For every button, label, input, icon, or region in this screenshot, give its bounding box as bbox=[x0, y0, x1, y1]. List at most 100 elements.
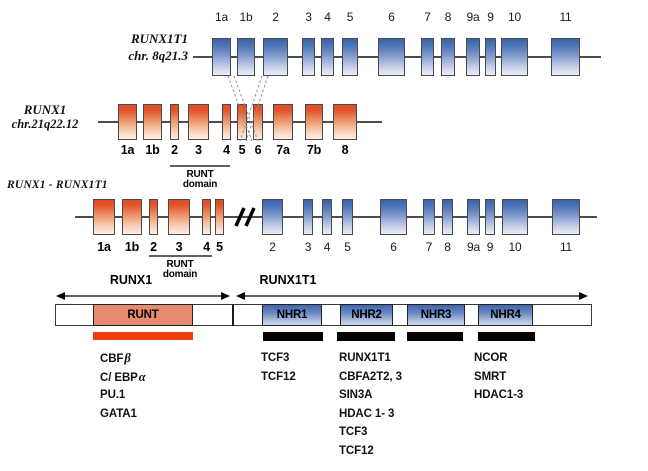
exon-box-fusion-1b bbox=[122, 199, 142, 235]
exon-label-runx1-4: 4 bbox=[223, 143, 230, 157]
partner-protein-label-3-2: HDAC1-3 bbox=[474, 389, 524, 402]
exon-box-runx1t1-7 bbox=[421, 38, 434, 76]
exon-label-runx1-2: 2 bbox=[171, 143, 178, 157]
exon-box-runx1t1-1a bbox=[212, 38, 231, 76]
runt-domain-label2-fusion: domain bbox=[162, 269, 198, 280]
exon-label-fusion-3: 3 bbox=[175, 240, 183, 254]
exon-box-runx1t1-11 bbox=[551, 38, 580, 76]
exon-box-runx1t1-10 bbox=[501, 38, 528, 76]
exon-box-fusion-1a bbox=[93, 199, 115, 235]
exon-box-fusion-4 bbox=[202, 199, 211, 235]
exon-label-fusion-2: 2 bbox=[269, 240, 276, 254]
domain-underbar-0 bbox=[93, 332, 193, 340]
exon-box-fusion-4 bbox=[322, 199, 332, 235]
exon-box-runx1-7a bbox=[273, 104, 293, 140]
exon-label-runx1t1-3: 3 bbox=[305, 10, 312, 24]
exon-label-fusion-4: 4 bbox=[323, 240, 331, 254]
exon-label-fusion-10: 10 bbox=[508, 240, 522, 254]
partner-protein-label-0-1: C/ EBPα bbox=[100, 369, 146, 384]
span-arrow-head-right-1 bbox=[579, 292, 588, 300]
exon-label-runx1t1-8: 8 bbox=[444, 10, 452, 24]
exon-box-runx1-1a bbox=[118, 104, 137, 140]
exon-box-runx1t1-8 bbox=[441, 38, 455, 76]
exon-box-fusion-5 bbox=[342, 199, 353, 235]
exon-label-runx1-7a: 7a bbox=[276, 143, 290, 157]
partner-protein-label-1-1: TCF12 bbox=[261, 370, 296, 383]
greek-letter: β bbox=[124, 351, 131, 365]
exon-box-runx1-8 bbox=[333, 104, 357, 140]
exon-label-fusion-3: 3 bbox=[304, 240, 312, 254]
exon-box-runx1t1-3 bbox=[302, 38, 315, 76]
gene-runx1t1-name-label: RUNX1T1 bbox=[130, 31, 188, 46]
protein-domain-nhr2: NHR2 bbox=[340, 304, 393, 326]
exon-box-runx1-1b bbox=[143, 104, 162, 140]
protein-domain-nhr3: NHR3 bbox=[407, 304, 465, 326]
exon-box-fusion-11 bbox=[552, 199, 580, 235]
exon-box-runx1-4 bbox=[222, 104, 231, 140]
exon-label-fusion-6: 6 bbox=[390, 240, 397, 254]
exon-label-runx1-1a: 1a bbox=[120, 143, 135, 157]
exon-box-runx1-6 bbox=[253, 104, 263, 140]
exon-label-fusion-2: 2 bbox=[150, 240, 157, 254]
exon-box-runx1t1-4 bbox=[321, 38, 334, 76]
exon-label-runx1-6: 6 bbox=[254, 143, 262, 157]
partner-protein-label-3-0: NCOR bbox=[474, 352, 508, 364]
exon-label-fusion-4: 4 bbox=[203, 240, 210, 254]
fusion-gene-name-label: RUNX1 - RUNX1T1 bbox=[7, 179, 108, 191]
protein-domain-nhr4: NHR4 bbox=[478, 304, 533, 326]
protein-domain-runt: RUNT bbox=[93, 304, 193, 326]
exon-label-fusion-1a: 1a bbox=[97, 240, 111, 254]
gene-runx1-name-label: RUNX1 bbox=[23, 102, 67, 117]
partner-protein-label-2-4: TCF3 bbox=[339, 426, 368, 439]
exon-label-runx1-5: 5 bbox=[238, 143, 246, 157]
exon-box-fusion-3 bbox=[168, 199, 190, 235]
exon-box-fusion-10 bbox=[502, 199, 528, 235]
protein-region-runx1-label: RUNX1 bbox=[109, 273, 153, 287]
exon-label-fusion-5: 5 bbox=[344, 240, 351, 254]
partner-protein-label-0-0: CBFβ bbox=[100, 351, 131, 366]
partner-protein-label-2-5: TCF12 bbox=[339, 445, 374, 457]
domain-underbar-4 bbox=[478, 332, 535, 341]
exon-box-runx1t1-6 bbox=[378, 38, 405, 76]
runt-domain-label-runx1: RUNT bbox=[186, 169, 214, 180]
exon-box-fusion-9 bbox=[485, 199, 495, 235]
exon-box-runx1-5 bbox=[237, 104, 247, 140]
exon-label-runx1t1-9a: 9a bbox=[466, 10, 480, 24]
exon-label-runx1t1-7: 7 bbox=[424, 10, 431, 24]
exon-box-fusion-3 bbox=[303, 199, 313, 235]
span-arrow-head-left-1 bbox=[236, 292, 245, 300]
exon-label-runx1t1-4: 4 bbox=[324, 10, 331, 24]
domain-underbar-1 bbox=[263, 332, 323, 341]
exon-label-runx1-1b: 1b bbox=[145, 143, 160, 157]
exon-label-fusion-1b: 1b bbox=[124, 240, 140, 254]
exon-label-runx1t1-1a: 1a bbox=[215, 10, 228, 24]
exon-box-fusion-9a bbox=[467, 199, 480, 235]
exon-label-runx1t1-5: 5 bbox=[346, 10, 354, 24]
gene-runx1t1-locus-label: chr. 8q21.3 bbox=[128, 48, 188, 63]
exon-label-runx1t1-10: 10 bbox=[508, 10, 521, 24]
domain-underbar-3 bbox=[407, 332, 463, 341]
partner-protein-label-1-0: TCF3 bbox=[261, 352, 290, 364]
protein-junction-divider bbox=[232, 304, 234, 326]
exon-label-runx1-8: 8 bbox=[341, 143, 349, 157]
exon-label-fusion-9: 9 bbox=[486, 240, 494, 254]
exon-label-runx1t1-11: 11 bbox=[559, 10, 572, 24]
gene-runx1-locus-label: chr.21q22.12 bbox=[11, 117, 79, 131]
exon-box-fusion-7 bbox=[423, 199, 435, 235]
partner-protein-label-0-3: GATA1 bbox=[100, 407, 137, 420]
exon-label-runx1-3: 3 bbox=[195, 143, 202, 157]
exon-box-runx1t1-2 bbox=[263, 38, 288, 76]
runt-domain-label-fusion: RUNT bbox=[166, 259, 194, 270]
exon-label-runx1-7b: 7b bbox=[306, 143, 322, 157]
exon-box-runx1t1-9 bbox=[485, 38, 496, 76]
partner-protein-label-2-3: HDAC 1- 3 bbox=[339, 407, 395, 420]
exon-box-fusion-6 bbox=[380, 199, 407, 235]
exon-label-fusion-5: 5 bbox=[216, 240, 223, 254]
protein-region-runx1t1-label: RUNX1T1 bbox=[259, 273, 317, 287]
runt-domain-label2-runx1: domain bbox=[182, 179, 218, 190]
exon-box-runx1-2 bbox=[170, 104, 179, 140]
exon-label-fusion-8: 8 bbox=[444, 240, 451, 254]
domain-underbar-2 bbox=[337, 332, 395, 341]
exon-label-runx1t1-6: 6 bbox=[388, 10, 395, 24]
exon-box-runx1-3 bbox=[188, 104, 209, 140]
